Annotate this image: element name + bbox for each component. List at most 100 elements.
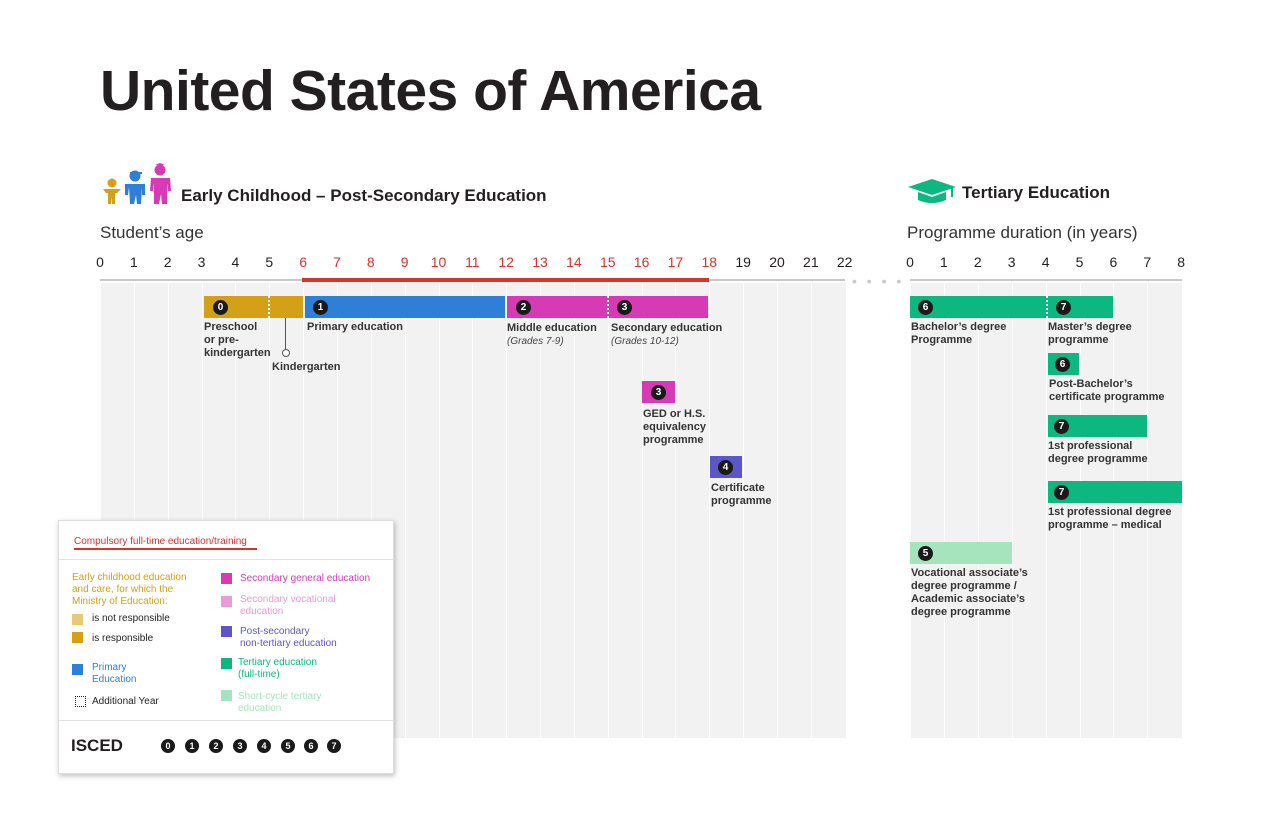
age-tick-label: 17 [667,254,684,270]
duration-grid-column [1011,283,1047,738]
isced-badge: 6 [1055,357,1070,372]
age-grid-column [438,283,474,738]
isced-level-badge: 1 [185,739,199,753]
legend-additional-year-icon [75,696,86,707]
age-tick-label: 12 [498,254,514,270]
age-tick-label: 9 [400,254,409,270]
legend-swatch [221,690,232,701]
age-tick-label: 0 [96,254,104,270]
post-bachelor-label: Post-Bachelor’s certificate programme [1049,378,1165,403]
isced-badge: 7 [1054,419,1069,434]
age-tick-label: 3 [197,254,206,270]
age-tick-label: 21 [803,254,819,270]
age-grid-column [743,283,778,738]
isced-badge: 2 [516,300,531,315]
children-icon [103,163,171,204]
age-axis-title: Student’s age [100,223,204,242]
age-tick-label: 18 [701,254,718,270]
legend-swatch [221,596,232,607]
age-tick-label: 1 [129,254,138,270]
age-tick-label: 19 [735,254,751,270]
legend-compulsory: Compulsory full-time education/training [74,536,247,547]
age-tick-label: 20 [769,254,785,270]
age-tick-label: 2 [163,254,172,270]
age-grid-column [709,283,745,738]
associate-label: Vocational associate’s degree programme … [911,567,1028,618]
age-grid-column [675,283,711,738]
primary-bar [305,296,505,318]
isced-badge: 0 [213,300,228,315]
legend-tertiary: Tertiary education (full-time) [238,657,317,680]
duration-grid-column [1147,283,1183,738]
isced-level-badge: 5 [281,739,295,753]
left-section-title: Early Childhood – Post-Secondary Educati… [181,186,547,205]
age-grid-column [777,283,812,738]
right-section-title: Tertiary Education [962,183,1110,202]
bachelor-master-bar [910,296,1113,318]
kindergarten-label: Kindergarten [272,361,341,373]
legend-divider [59,559,393,560]
preschool-label: Preschool or pre- kindergarten [204,321,271,359]
duration-grid-column [977,283,1013,738]
isced-badge: 3 [651,385,666,400]
legend-ecec-heading: Early childhood education and care, for … [72,572,187,607]
first-professional-bar [1048,415,1147,437]
middle-secondary-bar [507,296,708,318]
isced-badge: 6 [918,300,933,315]
kindergarten-leader [285,318,286,350]
page-title: United States of America [100,59,761,123]
age-tick-label: 6 [299,254,307,270]
duration-tick-label: 8 [1177,254,1186,270]
age-grid-column [810,283,846,738]
legend-responsible: is responsible [92,633,154,644]
age-grid-column [404,283,440,738]
legend-additional-year: Additional Year [92,696,159,707]
legend-post-secondary: Post-secondary non-tertiary education [240,626,337,649]
age-grid-column [573,283,609,738]
middle-label: Middle education [507,322,597,334]
isced-level-badge: 7 [327,739,341,753]
primary-label: Primary education [307,321,403,333]
bachelor-label: Bachelor’s degree Programme [911,321,1007,346]
age-tick-label: 22 [836,254,853,270]
age-tick-label: 5 [265,254,274,270]
duration-tick-label: 4 [1041,254,1050,270]
legend-swatch [72,614,83,625]
axis-break-dots: • • • • [852,273,905,289]
age-tick-label: 8 [366,254,375,270]
legend-secondary-vocational: Secondary vocational education [240,594,336,617]
legend-swatch [221,658,232,669]
duration-tick-label: 3 [1007,254,1016,270]
middle-grades: (Grades 7-9) [507,336,564,347]
legend-divider [59,720,393,721]
duration-grid-column [1079,283,1115,738]
duration-grid-column [943,283,979,738]
duration-axis-title: Programme duration (in years) [907,223,1138,242]
preschool-bar [204,296,303,318]
first-professional-medical-bar [1048,481,1182,503]
legend-swatch [72,632,83,643]
legend-secondary-general: Secondary general education [240,573,371,584]
isced-level-badge: 2 [209,739,223,753]
age-tick-label: 11 [465,254,480,270]
isced-badge: 1 [313,300,328,315]
legend-short-cycle: Short-cycle tertiary education [238,691,322,714]
first-professional-medical-label: 1st professional degree programme – medi… [1048,506,1172,531]
duration-tick-label: 1 [939,254,948,270]
master-label: Master’s degree programme [1048,321,1132,346]
secondary-label: Secondary education [611,322,723,334]
certificate-label: Certificate programme [711,482,772,507]
legend-isced-label: ISCED [71,736,123,755]
duration-tick-label: 7 [1143,254,1152,270]
isced-badge: 7 [1056,300,1071,315]
duration-grid-column [1113,283,1149,738]
isced-badge: 7 [1054,485,1069,500]
age-grid-column [607,283,643,738]
isced-level-badge: 4 [257,739,271,753]
legend-swatch [221,573,232,584]
duration-grid-column [910,283,945,738]
isced-badge: 3 [617,300,632,315]
ged-label: GED or H.S. equivalency programme [643,408,706,446]
duration-tick-label: 2 [973,254,982,270]
duration-axis-line [910,279,1182,281]
